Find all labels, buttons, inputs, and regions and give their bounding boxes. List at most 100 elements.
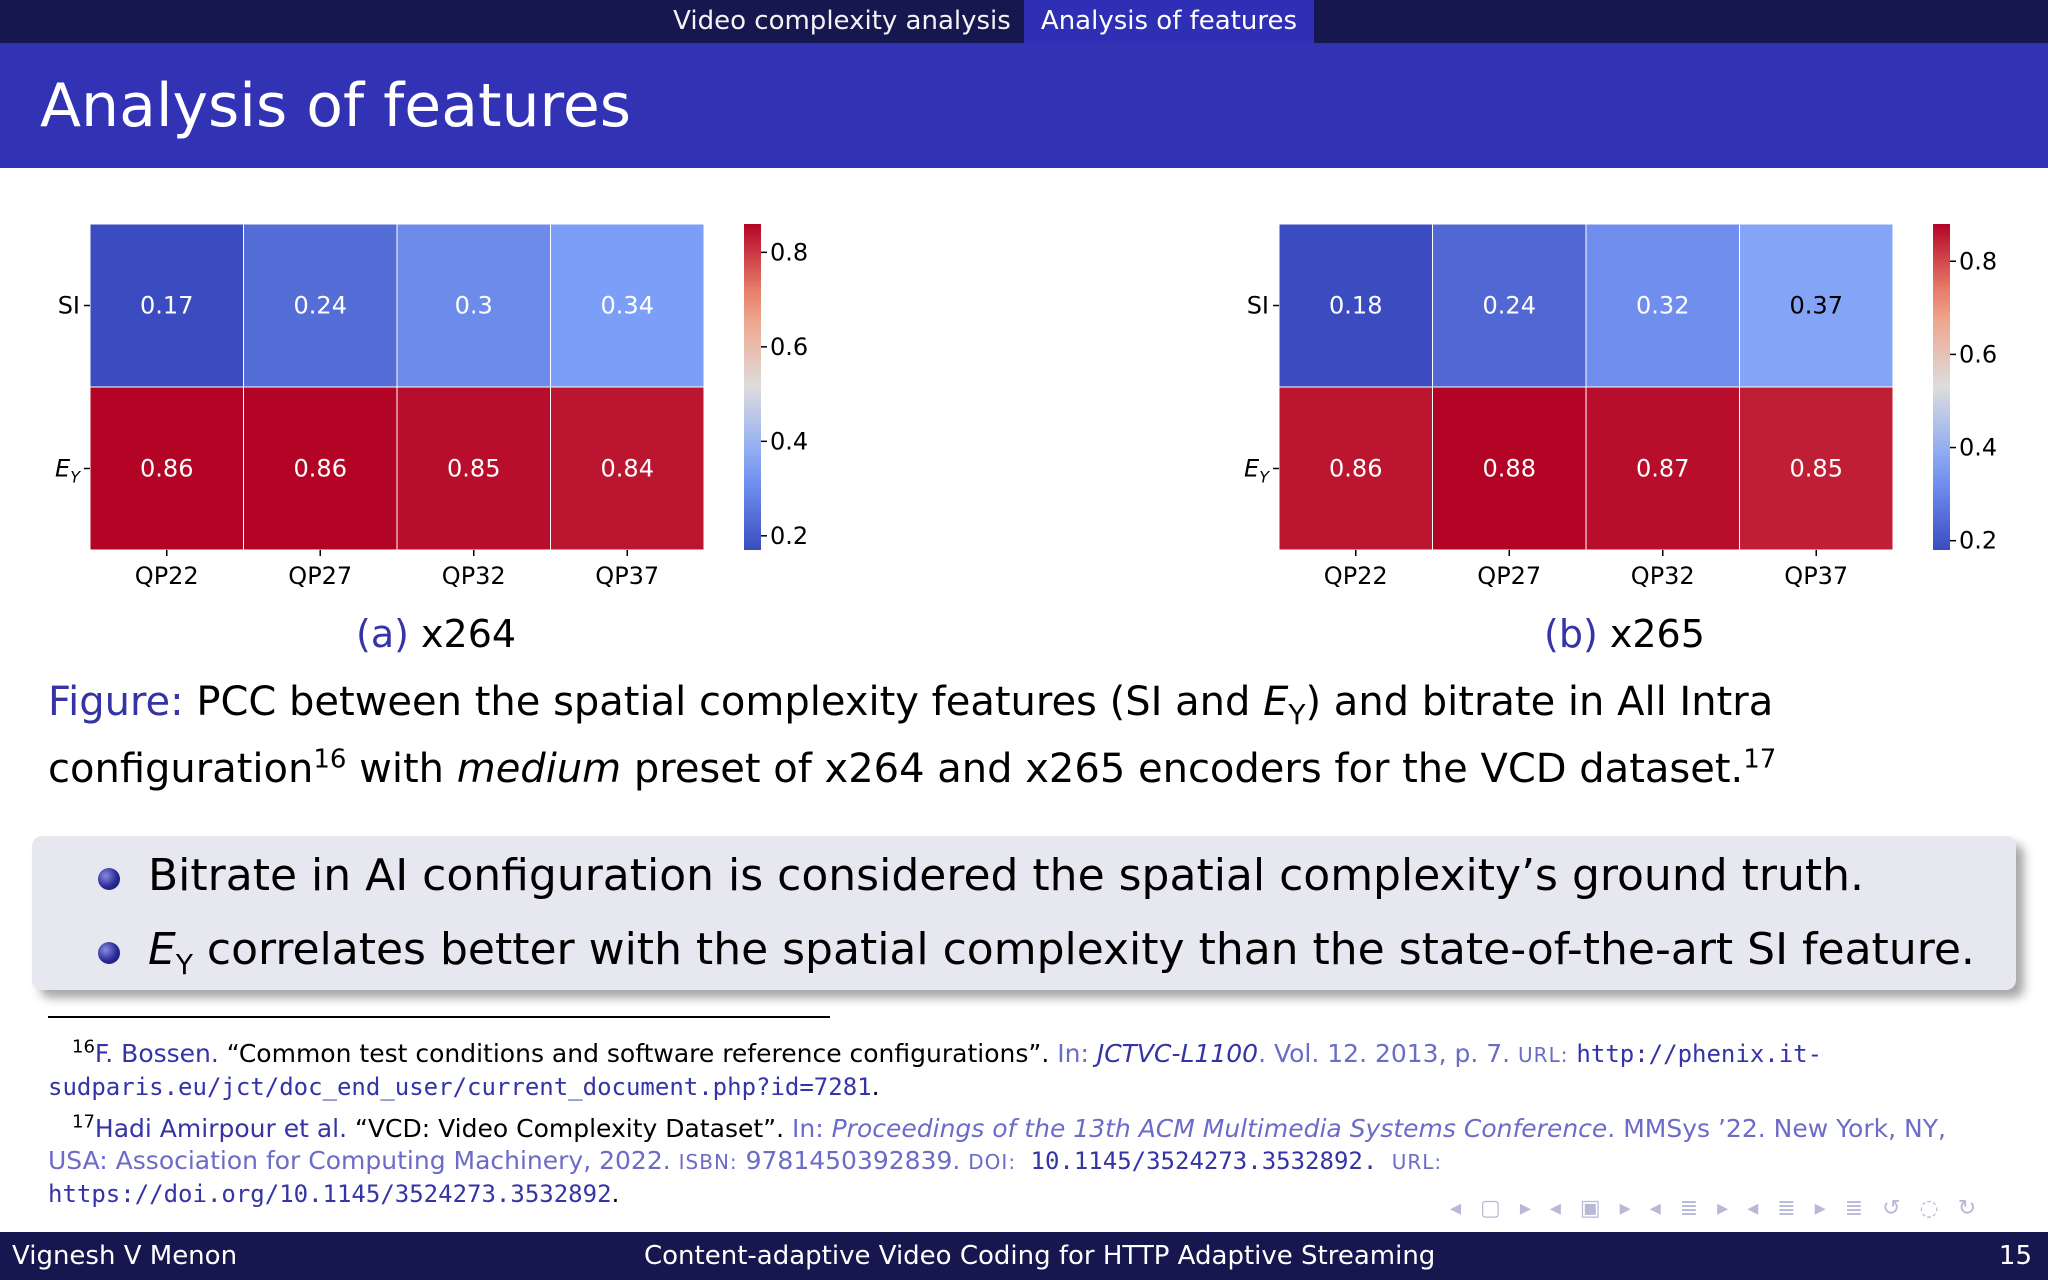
subcaption-label: (b): [1544, 612, 1598, 656]
footnote-rest: . MMSys ’22. New York, NY, USA: Associat…: [48, 1114, 1946, 1175]
bullet-text: Bitrate in AI configuration is considere…: [148, 850, 1864, 901]
row-label: EY: [1244, 455, 1270, 487]
footnote-author: Hadi Amirpour et al.: [94, 1114, 348, 1143]
cell-value-label: 0.85: [1790, 455, 1843, 483]
column-label: QP22: [1324, 562, 1388, 590]
colorbar-tick-label: 0.2: [1959, 527, 1997, 555]
footnote-isbn-label: isbn:: [678, 1150, 738, 1174]
footnote-end: .: [871, 1072, 880, 1101]
heatmap-cell: [396, 223, 551, 388]
bullet-block: Bitrate in AI configuration is considere…: [32, 836, 2016, 990]
footnote-venue: Proceedings of the 13th ACM Multimedia S…: [831, 1114, 1608, 1143]
colorbar: [744, 224, 761, 550]
subcaption-label: (a): [356, 612, 409, 656]
footnote-ref-16[interactable]: 16: [313, 744, 347, 775]
column-label: QP37: [595, 562, 659, 590]
bullet-var-sub: Y: [175, 947, 193, 981]
footnote-url-label: url:: [1391, 1150, 1443, 1174]
heatmap-cell: [89, 386, 244, 551]
cell-value-label: 0.86: [140, 455, 193, 483]
cell-value-label: 0.85: [447, 455, 500, 483]
bullet-var: E: [148, 924, 176, 975]
caption-em: medium: [456, 746, 622, 792]
nav-section-video-complexity[interactable]: Video complexity analysis: [673, 6, 1011, 36]
heatmap-cell: [1432, 223, 1587, 388]
page-title: Analysis of features: [40, 71, 632, 141]
row-label: SI: [1247, 292, 1269, 320]
colorbar-tick-label: 0.6: [770, 333, 808, 361]
heatmap-cell: [1739, 386, 1894, 551]
subcaption-title: x264: [421, 612, 517, 656]
heatmap-x265-svg: 0.18 0.24 0.32 0.37 0.86 0.88 0.87 0.85 SI EY QP22…: [1244, 223, 1997, 590]
figure-caption: Figure: PCC between the spatial complexi…: [48, 675, 2008, 796]
subcaption-x264: (a) x264: [356, 612, 516, 656]
subcaption-x265: (b) x265: [1544, 612, 1705, 656]
section-navigation: Video complexity analysis Analysis of fe…: [0, 0, 2048, 43]
bullet-item: EY correlates better with the spatial co…: [98, 924, 1975, 981]
footer-bar: Vignesh V Menon Content-adaptive Video C…: [0, 1232, 2048, 1280]
footnote-url-label: url:: [1518, 1043, 1569, 1067]
cell-value-label: 0.24: [1483, 292, 1536, 320]
heatmap-cell: [550, 223, 705, 388]
frame-title-bar: Analysis of features: [0, 43, 2048, 168]
caption-text-1: PCC between the spatial complexity featu…: [183, 679, 1264, 725]
cell-value-label: 0.17: [140, 292, 193, 320]
column-label: QP27: [1477, 562, 1541, 590]
caption-text-3: with: [346, 746, 457, 792]
footnote-rest: . Vol. 12. 2013, p. 7.: [1258, 1039, 1519, 1068]
footnote-venue: JCTVC-L1100: [1096, 1039, 1259, 1068]
footnote-rule: [48, 1016, 830, 1018]
footnote-url-link[interactable]: https://doi.org/10.1145/3524273.3532892: [48, 1180, 612, 1208]
cell-value-label: 0.18: [1329, 292, 1382, 320]
heatmap-cell: [1432, 386, 1587, 551]
bullet-text: correlates better with the spatial compl…: [192, 924, 1975, 975]
footnote-isbn: 9781450392839.: [737, 1146, 969, 1175]
footnote-17: 17Hadi Amirpour et al. “VCD: Video Compl…: [48, 1113, 2008, 1210]
bullet-item: Bitrate in AI configuration is considere…: [98, 850, 1864, 901]
heatmap-x264: 0.17 0.24 0.3 0.34 0.86 0.86 0.85 0.84 SI EY QP22 Q…: [40, 210, 840, 594]
colorbar: [1933, 224, 1950, 550]
cell-value-label: 0.84: [601, 455, 654, 483]
heatmap-cell: [243, 223, 398, 388]
column-label: QP32: [1631, 562, 1695, 590]
cell-value-label: 0.32: [1636, 292, 1689, 320]
heatmap-cell: [1278, 386, 1433, 551]
nav-section-analysis-features[interactable]: Analysis of features: [1024, 0, 1314, 43]
bullet-icon: [98, 868, 120, 890]
cell-value-label: 0.87: [1636, 455, 1689, 483]
colorbar-tick-label: 0.2: [770, 522, 808, 550]
footnote-url-link[interactable]: http://phenix.it-sudparis.eu/jct/doc_end…: [48, 1040, 1823, 1101]
colorbar-tick-label: 0.4: [1959, 434, 1997, 462]
footnote-ref-17[interactable]: 17: [1743, 744, 1777, 775]
column-label: QP32: [442, 562, 506, 590]
heatmap-cell: [1585, 223, 1740, 388]
footnote-16: 16F. Bossen. “Common test conditions and…: [48, 1038, 2008, 1103]
caption-text-2: ) and bitrate in All Intra configuration: [48, 679, 1774, 792]
cell-value-label: 0.24: [294, 292, 347, 320]
caption-text-4: preset of x264 and x265 encoders for the…: [621, 746, 1744, 792]
heatmap-cell: [550, 386, 705, 551]
heatmap-cell: [1278, 223, 1433, 388]
heatmap-cell: [396, 386, 551, 551]
beamer-navigation-icons[interactable]: ◂ ▢ ▸ ◂ ▣ ▸ ◂ ≣ ▸ ◂ ≣ ▸ ≣ ↺ ◌ ↻: [1450, 1196, 1983, 1221]
caption-var-sub: Y: [1288, 698, 1306, 731]
row-label: EY: [55, 455, 81, 487]
heatmap-cell: [243, 386, 398, 551]
column-label: QP22: [135, 562, 199, 590]
column-label: QP27: [288, 562, 352, 590]
footnote-doi-label: doi:: [968, 1150, 1017, 1174]
footnote-author: F. Bossen.: [94, 1039, 219, 1068]
footnote-title: “Common test conditions and software ref…: [218, 1039, 1050, 1068]
cell-value-label: 0.88: [1483, 455, 1536, 483]
footnote-title: “VCD: Video Complexity Dataset”.: [347, 1114, 785, 1143]
footnote-doi[interactable]: 10.1145/3524273.3532892.: [1016, 1147, 1392, 1175]
footer-talk-title: Content-adaptive Video Coding for HTTP A…: [644, 1241, 1436, 1271]
cell-value-label: 0.34: [601, 292, 654, 320]
column-label: QP37: [1784, 562, 1848, 590]
footnote-in: In:: [784, 1114, 832, 1143]
colorbar-tick-label: 0.4: [770, 427, 808, 455]
footnote-in: In:: [1049, 1039, 1097, 1068]
heatmap-x265: 0.18 0.24 0.32 0.37 0.86 0.88 0.87 0.85 SI EY QP22…: [1229, 210, 2029, 594]
colorbar-tick-label: 0.8: [1959, 247, 1997, 275]
footer-author: Vignesh V Menon: [12, 1241, 238, 1271]
